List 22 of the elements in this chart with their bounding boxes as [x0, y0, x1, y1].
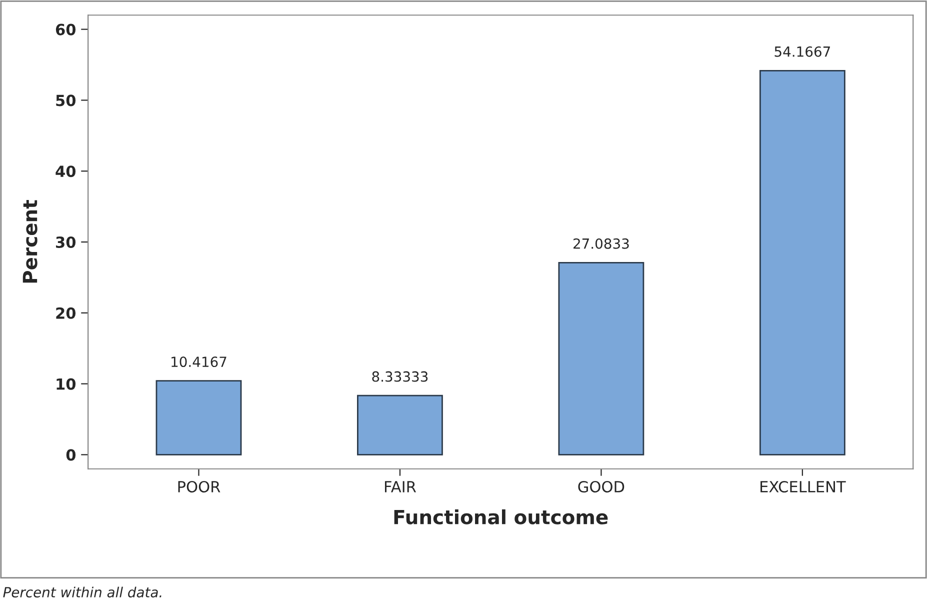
- x-tick-label: EXCELLENT: [760, 480, 846, 493]
- bar: [156, 380, 242, 456]
- bar: [558, 262, 644, 456]
- x-axis-title: Functional outcome: [394, 509, 608, 524]
- y-tick-label: 0: [66, 449, 76, 461]
- data-label: 54.1667: [774, 46, 830, 57]
- data-label: 8.33333: [372, 371, 428, 382]
- y-tick-label: 50: [56, 94, 76, 106]
- y-axis-title: Percent: [22, 200, 38, 283]
- bar: [357, 394, 443, 456]
- x-tick-label: POOR: [178, 480, 220, 493]
- data-label: 10.4167: [172, 356, 226, 368]
- y-tick-label: 10: [56, 378, 76, 390]
- text: Percent within all data.: [3, 586, 162, 598]
- data-label: 27.0833: [573, 238, 629, 249]
- x-tick-label: FAIR: [384, 481, 416, 492]
- y-tick-label: 20: [56, 307, 76, 319]
- bar: [759, 70, 846, 456]
- y-tick-label: 40: [56, 166, 76, 178]
- y-tick-label: 30: [56, 236, 76, 248]
- y-tick-label: 60: [56, 24, 76, 36]
- x-tick-label: GOOD: [578, 480, 624, 493]
